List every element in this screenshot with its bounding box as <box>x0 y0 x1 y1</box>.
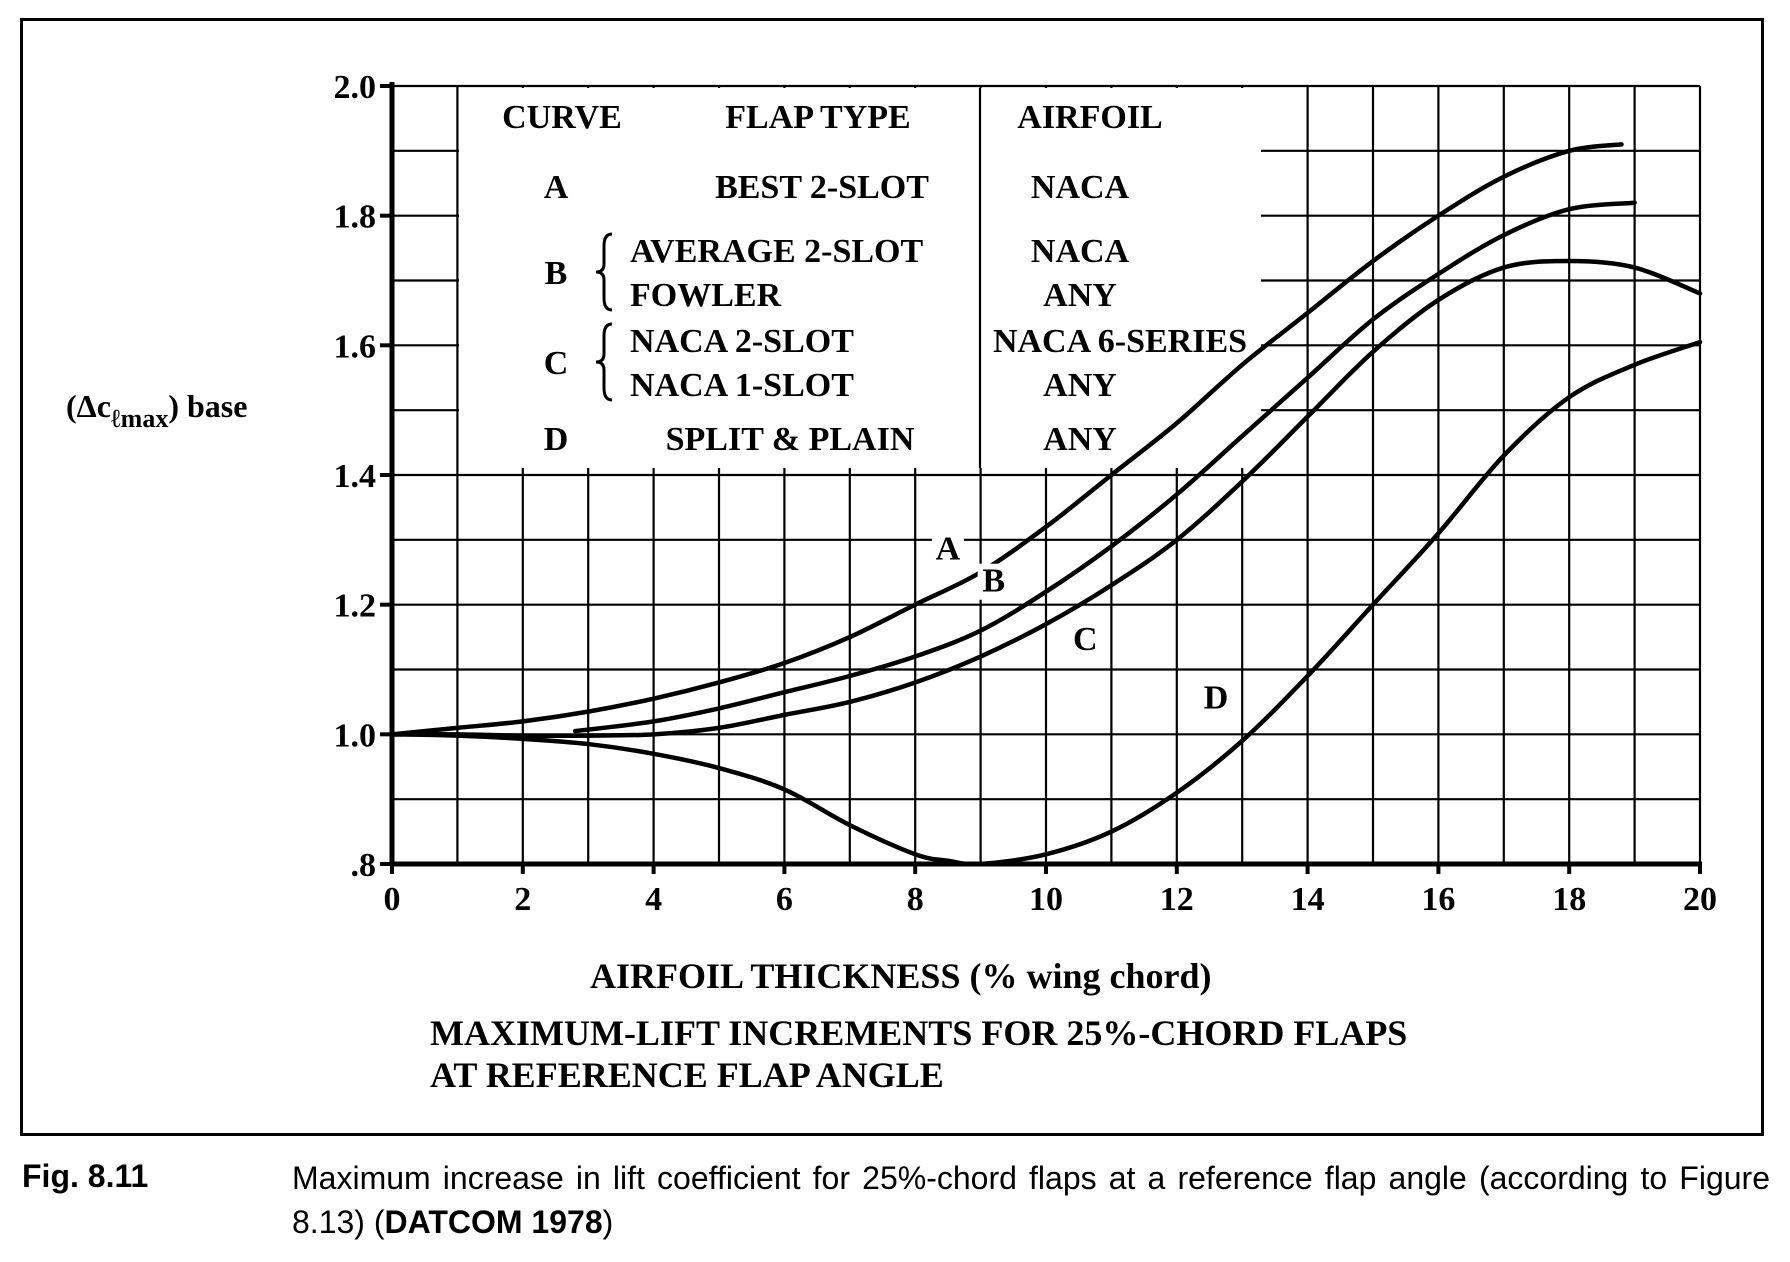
y-tick-label: 1.2 <box>334 588 377 625</box>
x-tick-label: 0 <box>384 881 401 918</box>
legend-header: FLAP TYPE <box>725 99 910 136</box>
legend-table: CURVE FLAP TYPE AIRFOIL A BEST 2-SLOT NACA B AV… <box>459 88 1261 468</box>
series-line-c <box>389 258 1703 739</box>
legend-airfoil: NACA 6-SERIES <box>993 323 1247 360</box>
tick-labels: 0 2 4 6 8 10 12 14 16 18 20 .8 1.0 1.2 1.4 1.6 1.8 2.0 <box>334 69 1718 918</box>
legend-curve-id: D <box>544 421 569 458</box>
legend-header: AIRFOIL <box>1017 99 1162 136</box>
chart-title: MAXIMUM-LIFT INCREMENTS FOR 25%-CHORD FL… <box>430 1013 1408 1053</box>
x-tick-label: 10 <box>1029 881 1063 918</box>
x-tick-label: 2 <box>514 881 531 918</box>
chart-title-line2: AT REFERENCE FLAP ANGLE <box>430 1055 944 1095</box>
legend-curve-id: A <box>544 169 569 206</box>
legend-curve-id: B <box>545 255 568 292</box>
curve-label-b: B <box>982 563 1005 600</box>
legend-brace <box>595 232 613 312</box>
y-tick-label: 1.8 <box>334 199 377 236</box>
figure-frame <box>20 18 1764 1136</box>
x-tick-label: 14 <box>1291 881 1325 918</box>
curve-label-a: A <box>936 530 961 567</box>
x-tick-label: 4 <box>645 881 662 918</box>
legend-airfoil: ANY <box>1043 277 1117 314</box>
series-lines <box>389 142 1703 867</box>
curve-label-c: C <box>1073 621 1098 658</box>
figure-number: Fig. 8.11 <box>22 1158 149 1194</box>
series-line-d <box>389 339 1703 867</box>
axes <box>380 82 1702 874</box>
legend-header: CURVE <box>502 99 622 136</box>
curve-label-background <box>931 531 964 568</box>
legend-brace <box>595 322 613 402</box>
legend-flap-type: NACA 2-SLOT <box>630 323 854 360</box>
x-axis-label: AIRFOIL THICKNESS (% wing chord) <box>590 956 1212 996</box>
legend-flap-type: SPLIT & PLAIN <box>666 421 915 458</box>
curve-label-d: D <box>1204 679 1229 716</box>
legend-airfoil: NACA <box>1031 233 1130 270</box>
y-tick-label: 2.0 <box>334 69 377 106</box>
series-line-b <box>572 200 1637 734</box>
y-tick-label: 1.6 <box>334 328 377 365</box>
curve-label-background <box>1200 680 1233 717</box>
y-tick-label: 1.4 <box>334 458 377 495</box>
legend-flap-type: BEST 2-SLOT <box>715 169 929 206</box>
x-tick-label: 20 <box>1683 881 1717 918</box>
legend-airfoil: NACA <box>1031 169 1130 206</box>
curve-label-background <box>1069 622 1102 659</box>
legend-airfoil: ANY <box>1043 367 1117 404</box>
curve-label-background <box>977 563 1010 600</box>
legend-flap-type: FOWLER <box>630 277 782 314</box>
chart-canvas: 0 2 4 6 8 10 12 14 16 18 20 .8 1.0 1.2 1.4 1.6 1.8 2.0 CU… <box>334 69 1718 918</box>
x-tick-label: 8 <box>907 881 924 918</box>
legend-background <box>459 88 1261 468</box>
legend-flap-type: AVERAGE 2-SLOT <box>630 233 923 270</box>
series-line-a <box>389 142 1624 737</box>
figure-caption: Maximum increase in lift coefficient for… <box>292 1160 1770 1240</box>
y-axis-label: (Δcℓmax) base <box>66 388 248 433</box>
x-tick-label: 18 <box>1552 881 1586 918</box>
legend-airfoil: ANY <box>1043 421 1117 458</box>
x-tick-label: 16 <box>1421 881 1455 918</box>
legend-flap-type: NACA 1-SLOT <box>630 367 854 404</box>
y-tick-label: .8 <box>351 847 377 884</box>
curve-labels: AB C D <box>931 530 1233 717</box>
legend-curve-id: C <box>544 345 569 382</box>
x-tick-label: 6 <box>776 881 793 918</box>
x-tick-label: 12 <box>1160 881 1194 918</box>
y-tick-label: 1.0 <box>334 717 377 754</box>
